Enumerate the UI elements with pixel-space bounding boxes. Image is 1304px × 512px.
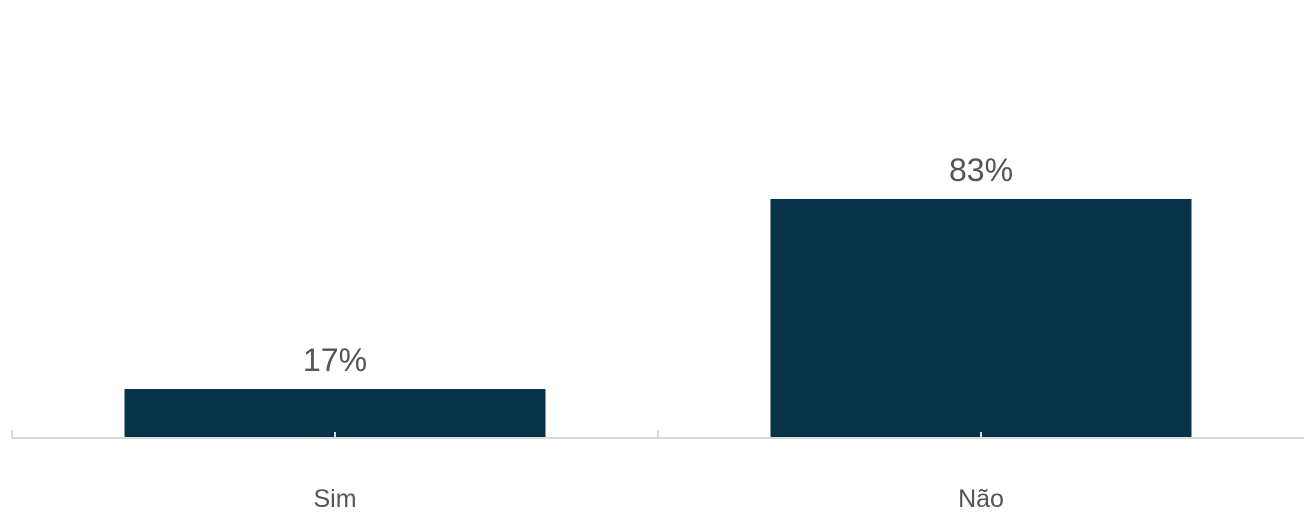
x-axis-tick-labels-group: Sim Não (313, 485, 1003, 512)
data-label-1: 83% (949, 152, 1013, 188)
bar-0 (124, 389, 546, 438)
bars-group (124, 198, 1192, 438)
x-tick-label-0: Sim (313, 485, 356, 512)
data-label-0: 17% (303, 342, 367, 378)
x-tick-label-1: Não (958, 485, 1004, 512)
bar-1 (770, 198, 1192, 438)
value-labels-group: 17% 83% (303, 152, 1013, 378)
x-axis-ticks-group (11, 430, 982, 438)
